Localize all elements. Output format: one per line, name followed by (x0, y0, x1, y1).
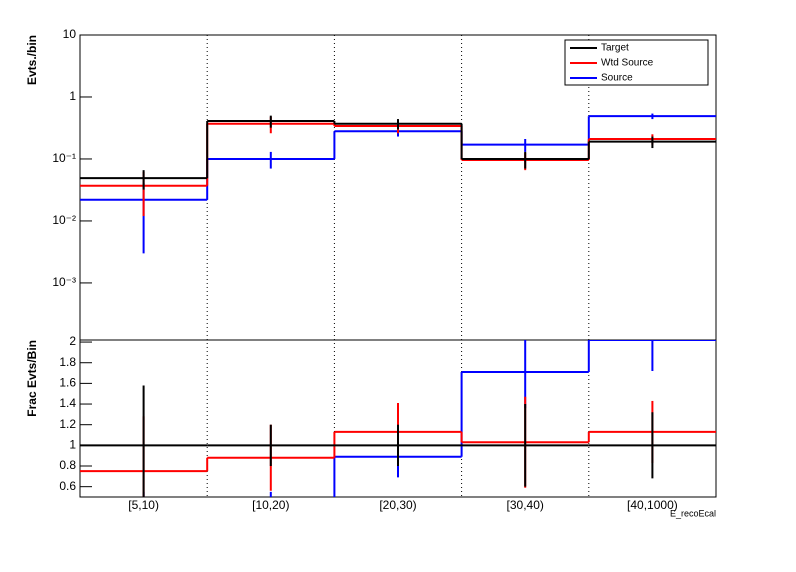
x-tick-label: [5,10) (128, 498, 159, 512)
legend-label: Target (601, 43, 629, 54)
legend-label: Wtd Source (601, 58, 654, 69)
x-tick-label: [20,30) (379, 498, 416, 512)
y-tick-label: 10 (63, 27, 77, 41)
y-tick-label: 1.2 (59, 417, 76, 431)
plot-area (80, 340, 716, 497)
x-tick-label: [30,40) (507, 498, 544, 512)
y-axis-title: Frac Evts/Bin (25, 340, 39, 417)
x-tick-label: [10,20) (252, 498, 289, 512)
y-tick-label: 1.4 (59, 396, 76, 410)
y-tick-label: 0.6 (59, 479, 76, 493)
y-tick-label: 2 (69, 334, 76, 348)
y-tick-label: 1.6 (59, 376, 76, 390)
bottom-frame (79, 339, 717, 498)
legend-label: Source (601, 73, 633, 84)
y-axis-title: Evts./bin (25, 35, 39, 85)
x-tick-label: [40,1000) (627, 498, 678, 512)
plot-area (80, 113, 716, 254)
y-tick-label: 10⁻¹ (52, 151, 76, 165)
y-tick-label: 1 (69, 89, 76, 103)
y-tick-label: 10⁻² (52, 213, 76, 227)
x-axis-title: E_recoEcal (670, 508, 716, 518)
y-tick-label: 1 (69, 438, 76, 452)
y-tick-label: 0.8 (59, 458, 76, 472)
y-tick-label: 10⁻³ (52, 275, 76, 289)
y-tick-label: 1.8 (59, 355, 76, 369)
